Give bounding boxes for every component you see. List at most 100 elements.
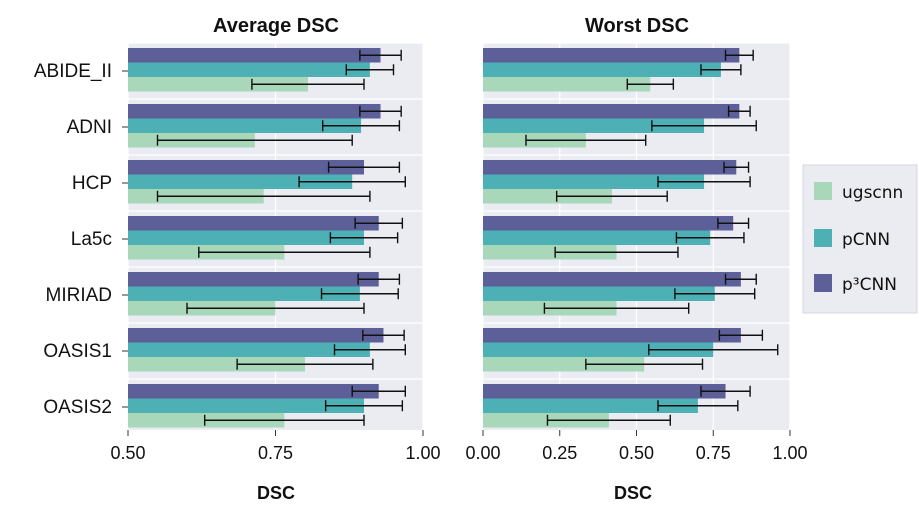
legend-swatch-p3cnn [814,274,832,292]
legend-label-p3cnn: p³CNN [842,275,897,295]
bar-pcnn-oasis1 [483,342,714,357]
bar-pcnn-miriad [128,286,360,301]
error-bar-pcnn-miriad [674,288,756,300]
error-bar-ugscnn-adni [525,134,647,146]
error-bar-ugscnn-oasis1 [585,358,704,370]
bar-ugscnn-oasis1 [128,357,305,372]
x-tick-label: 1.00 [772,443,807,463]
error-bar-pcnn-oasis1 [648,344,779,356]
error-bar-p-cnn-adni [727,105,751,117]
error-bar-ugscnn-abide-ii [626,78,675,90]
error-bar-p-cnn-adni [359,105,402,117]
error-bar-p-cnn-oasis1 [362,329,405,341]
bar-ugscnn-abide-ii [483,77,651,92]
error-bar-p-cnn-oasis2 [351,385,406,397]
bar-pcnn-oasis2 [128,398,364,413]
category-label-abide-ii: ABIDE_II [34,61,112,82]
legend-label-ugscnn: ugscnn [842,183,903,203]
x-tick-label: 1.00 [405,443,440,463]
error-bar-ugscnn-miriad [543,302,690,314]
error-bar-pcnn-oasis2 [324,400,404,412]
bar-p-cnn-la5c [483,216,734,231]
error-bar-pcnn-la5c [675,232,745,244]
x-tick-label: 0.50 [619,443,654,463]
category-label-la5c: La5c [71,229,112,250]
error-bar-ugscnn-la5c [198,246,371,258]
bar-p-cnn-oasis1 [483,328,741,343]
error-bar-p-cnn-oasis1 [718,329,764,341]
bar-pcnn-abide-ii [128,62,370,77]
chart-title-worst: Worst DSC [585,15,689,37]
category-label-oasis1: OASIS1 [43,341,112,362]
bar-p-cnn-miriad [483,272,741,287]
error-bar-p-cnn-la5c [717,217,750,229]
bar-pcnn-oasis2 [483,398,698,413]
bar-pcnn-hcp [128,174,353,189]
error-bar-ugscnn-oasis2 [546,414,671,426]
bar-p-cnn-adni [128,104,381,119]
error-bar-pcnn-adni [651,120,757,132]
bar-ugscnn-oasis1 [483,357,645,372]
x-tick-label: 0.50 [110,443,145,463]
bar-p-cnn-abide-ii [483,48,740,63]
bar-pcnn-la5c [128,230,364,245]
error-bar-ugscnn-hcp [555,190,668,202]
bar-pcnn-la5c [483,230,711,245]
error-bar-ugscnn-adni [156,134,353,146]
legend: ugscnn pCNN p³CNN [802,164,918,314]
error-bar-pcnn-adni [322,120,401,132]
error-bar-p-cnn-hcp [327,161,401,173]
x-tick-label: 0.75 [696,443,731,463]
panel-worst-dsc: Worst DSC DSC 0.00 0.25 0.50 0.75 1.00 [465,15,807,503]
bar-pcnn-oasis1 [128,342,370,357]
bar-p-cnn-hcp [483,160,737,175]
bar-pcnn-adni [128,118,362,133]
category-label-adni: ADNI [67,117,112,138]
error-bar-ugscnn-oasis1 [236,358,374,370]
bar-p-cnn-oasis2 [128,384,379,399]
x-axis-label-average: DSC [257,483,295,503]
error-bar-pcnn-hcp [298,176,406,188]
bar-p-cnn-miriad [128,272,379,287]
error-bar-pcnn-abide-ii [345,64,395,76]
bar-ugscnn-abide-ii [128,77,308,92]
category-label-miriad: MIRIAD [46,285,113,306]
x-axis-label-worst: DSC [614,483,652,503]
legend-label-pcnn: pCNN [842,230,890,250]
bar-p-cnn-oasis1 [128,328,384,343]
bar-p-cnn-oasis2 [483,384,726,399]
error-bar-ugscnn-la5c [554,246,679,258]
error-bar-pcnn-abide-ii [700,64,742,76]
error-bar-pcnn-oasis1 [333,344,406,356]
bar-p-cnn-hcp [128,160,364,175]
bar-pcnn-miriad [483,286,715,301]
error-bar-p-cnn-miriad [724,273,757,285]
error-bar-p-cnn-hcp [723,161,750,173]
error-bar-ugscnn-oasis2 [203,414,365,426]
x-tick-label: 0.75 [258,443,293,463]
bar-ugscnn-la5c [483,245,617,260]
bar-pcnn-adni [483,118,705,133]
legend-swatch-pcnn [814,229,832,247]
bar-ugscnn-oasis2 [483,413,609,428]
category-label-oasis2: OASIS2 [43,397,112,418]
error-bar-pcnn-oasis2 [657,400,739,412]
error-bar-p-cnn-oasis2 [700,385,751,397]
bar-pcnn-abide-ii [483,62,721,77]
legend-swatch-ugscnn [814,182,832,200]
panel-average-dsc: Average DSC DSC ABIDE_II ADNI HCP La5c MIRIA… [34,15,441,503]
error-bar-pcnn-hcp [657,176,751,188]
error-bar-p-cnn-abide-ii [359,49,402,61]
bar-p-cnn-adni [483,104,740,119]
error-bar-pcnn-la5c [329,232,399,244]
bar-p-cnn-la5c [128,216,379,231]
bar-p-cnn-abide-ii [128,48,381,63]
category-label-hcp: HCP [72,173,112,194]
error-bar-p-cnn-la5c [354,217,404,229]
error-bar-ugscnn-abide-ii [251,78,365,90]
bar-pcnn-hcp [483,174,705,189]
x-tick-label: 0.25 [542,443,577,463]
x-tick-label: 0.00 [465,443,500,463]
bar-ugscnn-hcp [483,189,612,204]
